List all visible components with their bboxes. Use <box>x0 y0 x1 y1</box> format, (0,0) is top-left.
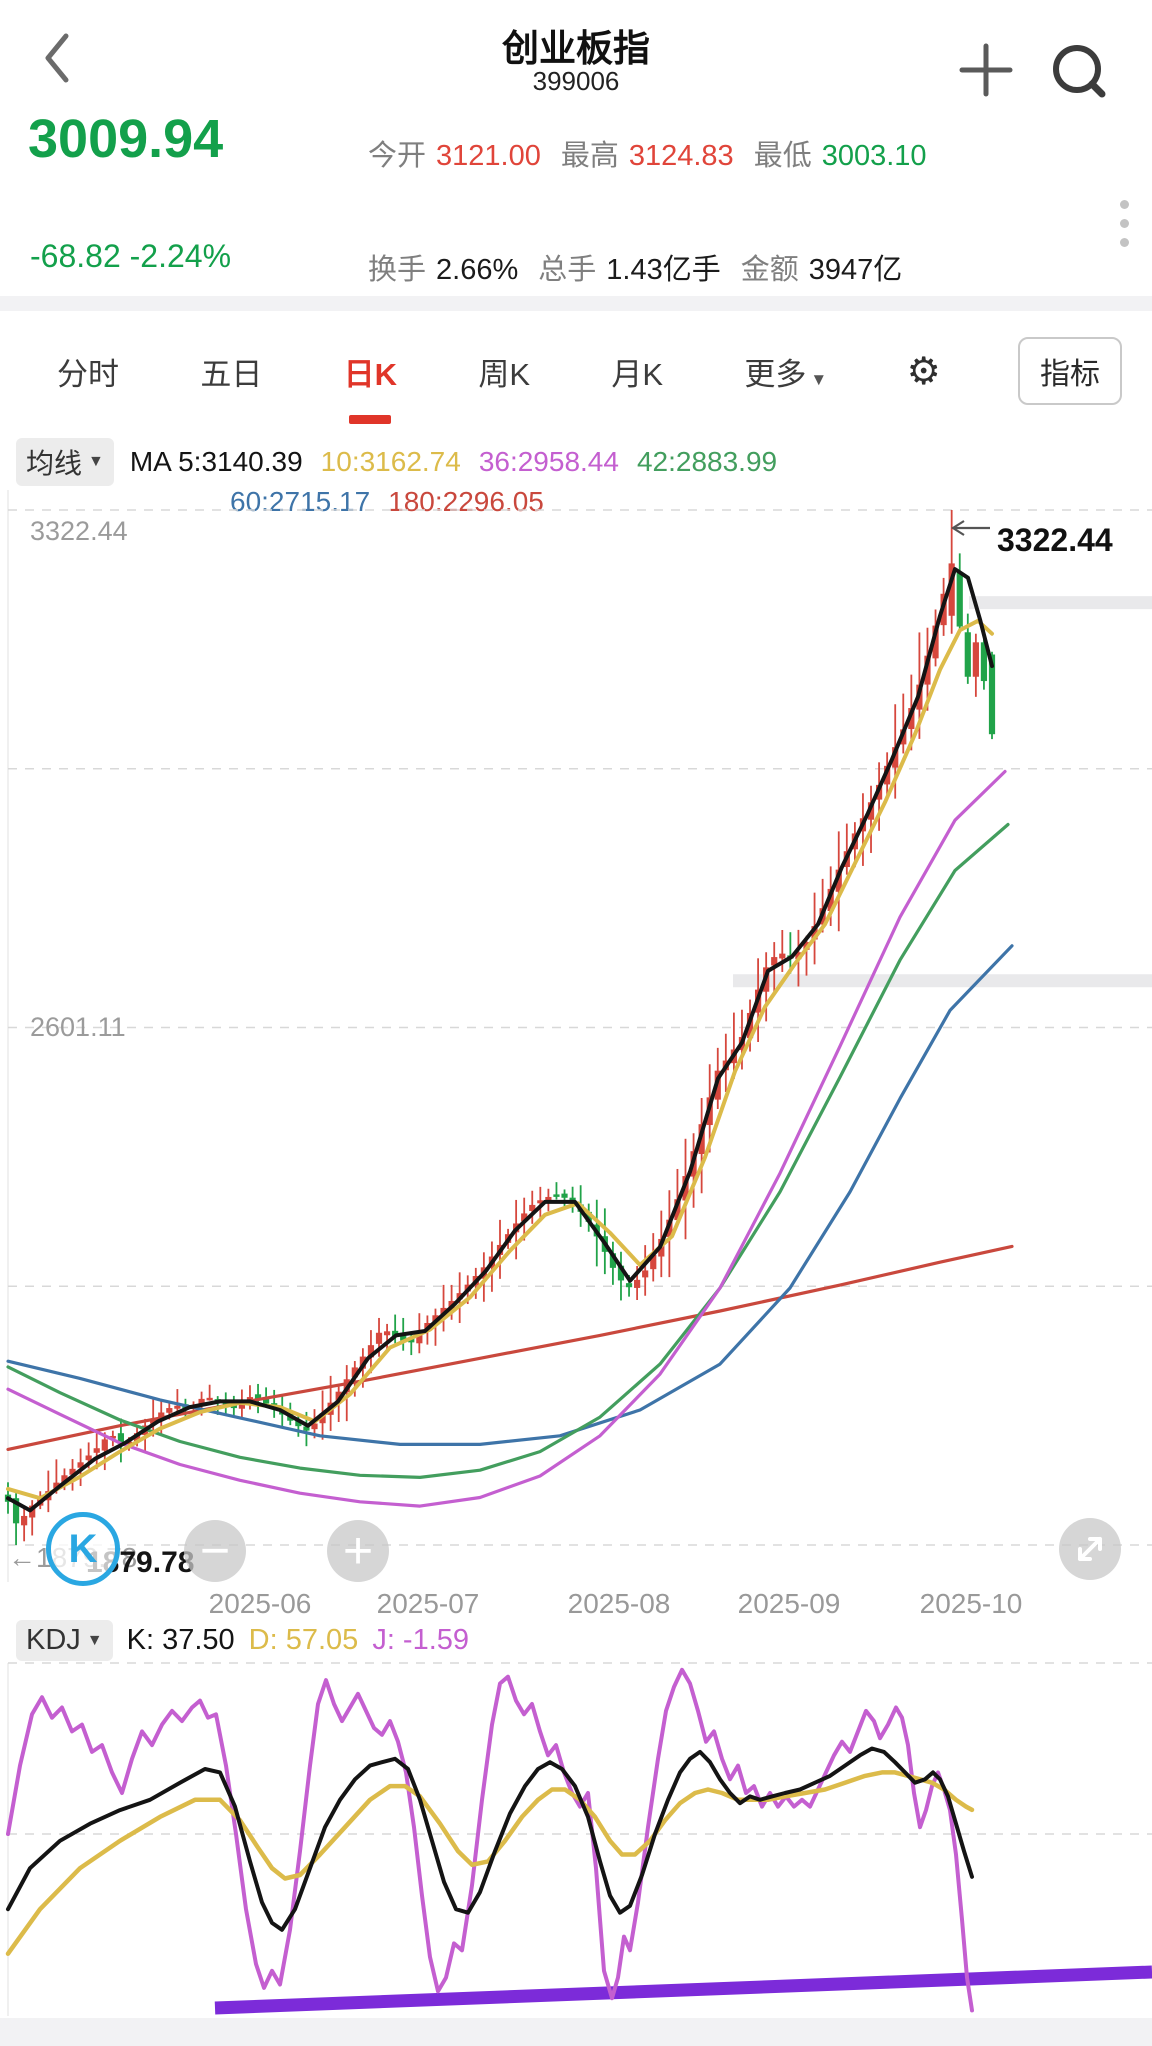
quote-stats-row-2: 换手 2.66% 总手 1.43亿手 金额 3947亿 <box>368 246 902 288</box>
period-tabbar: 分时 五日 日K 周K 月K 更多 ▼ ⚙ 指标 <box>0 311 1152 431</box>
tab-五日[interactable]: 五日 <box>200 356 263 392</box>
stat-label: 换手 <box>368 254 427 286</box>
ma-selector-label: 均线 <box>26 448 83 479</box>
tab-更多[interactable]: 更多 ▼ <box>744 356 828 392</box>
ma-legend-item: 180:2296.05 <box>388 486 544 517</box>
y-axis-mid-label: 2601.11 <box>30 1012 126 1042</box>
tab-周K[interactable]: 周K <box>478 356 531 392</box>
stat-value: 2.66% <box>436 254 519 286</box>
x-axis-label: 2025-07 <box>376 1588 480 1619</box>
kdj-selector[interactable]: KDJ ▼ <box>16 1620 113 1661</box>
kdj-d-value: D: 57.05 <box>248 1624 359 1656</box>
zoom-out-button[interactable]: − <box>184 1520 246 1582</box>
stat-value: 3003.10 <box>821 140 927 172</box>
ma-legend-item: 42:2883.99 <box>636 446 778 477</box>
fullscreen-icon[interactable] <box>1059 1518 1121 1580</box>
bottom-strip <box>0 2018 1152 2046</box>
stat-value: 1.43亿手 <box>606 254 721 286</box>
ma-legend-item: 60:2715.17 <box>230 486 371 517</box>
settings-gear-icon[interactable]: ⚙ <box>906 350 941 393</box>
stat-pair: 金额 3947亿 <box>741 246 903 288</box>
indicator-button[interactable]: 指标 <box>1017 337 1122 405</box>
tab-月K[interactable]: 月K <box>611 356 664 392</box>
stat-label: 今开 <box>368 140 427 172</box>
stat-pair: 总手 1.43亿手 <box>538 246 720 288</box>
ma-legend-item: 36:2958.44 <box>478 446 619 477</box>
kline-badge[interactable]: K <box>46 1512 120 1586</box>
x-axis-label: 2025-10 <box>919 1588 1023 1619</box>
x-axis-label: 2025-08 <box>567 1588 671 1619</box>
last-price: 3009.94 <box>28 109 224 169</box>
ma-legend-item: MA 5:3140.39 <box>129 446 303 477</box>
more-menu-icon[interactable] <box>1120 190 1129 257</box>
chevron-down-icon: ▼ <box>86 1631 103 1649</box>
stat-pair: 换手 2.66% <box>368 246 518 288</box>
stat-label: 最低 <box>753 140 812 172</box>
ma-selector[interactable]: 均线 ▼ <box>16 438 114 486</box>
quote-stats-row-1: 今开 3121.00 最高 3124.83 最低 3003.10 <box>368 132 927 174</box>
stat-pair: 今开 3121.00 <box>368 132 541 174</box>
stock-code: 399006 <box>532 66 620 96</box>
stat-value: 3124.83 <box>628 140 734 172</box>
y-axis-max-label: 3322.44 <box>30 516 128 546</box>
kdj-j-value: J: -1.59 <box>372 1624 470 1656</box>
ma-legend-row-2: 60:2715.17 180:2296.05 <box>230 486 544 518</box>
section-divider <box>0 296 1152 311</box>
chevron-down-icon: ▼ <box>88 453 104 470</box>
kdj-k-value: K: 37.50 <box>126 1624 235 1656</box>
tab-日K[interactable]: 日K <box>342 313 399 430</box>
add-to-watchlist-icon[interactable] <box>956 40 1016 100</box>
search-icon[interactable] <box>1048 40 1112 104</box>
stat-pair: 最低 3003.10 <box>754 132 927 174</box>
svg-text:3322.44: 3322.44 <box>997 522 1113 558</box>
kdj-selector-label: KDJ <box>26 1624 81 1656</box>
x-axis-label: 2025-09 <box>737 1588 841 1619</box>
tab-分时[interactable]: 分时 <box>57 356 119 392</box>
back-button[interactable] <box>38 28 78 88</box>
x-axis-label: 2025-06 <box>208 1588 312 1619</box>
stat-value: 3947亿 <box>808 254 903 286</box>
stat-label: 最高 <box>560 140 619 172</box>
kdj-chart[interactable] <box>0 1655 1152 2035</box>
chevron-down-icon: ▼ <box>810 369 828 389</box>
candlestick-chart[interactable]: 3322.44 <box>0 430 1152 1590</box>
ma-legend-item: 10:3162.74 <box>320 446 461 477</box>
stat-value: 3121.00 <box>436 140 541 172</box>
zoom-in-button[interactable]: + <box>327 1520 389 1582</box>
page-title: 创业板指 <box>502 28 650 69</box>
stat-label: 总手 <box>538 254 597 286</box>
stat-label: 金额 <box>740 254 799 286</box>
stat-pair: 最高 3124.83 <box>561 132 734 174</box>
ma-legend-row-1: MA 5:3140.39 10:3162.74 36:2958.44 42:2883.… <box>130 446 777 478</box>
price-change: -68.82 -2.24% <box>30 238 232 274</box>
